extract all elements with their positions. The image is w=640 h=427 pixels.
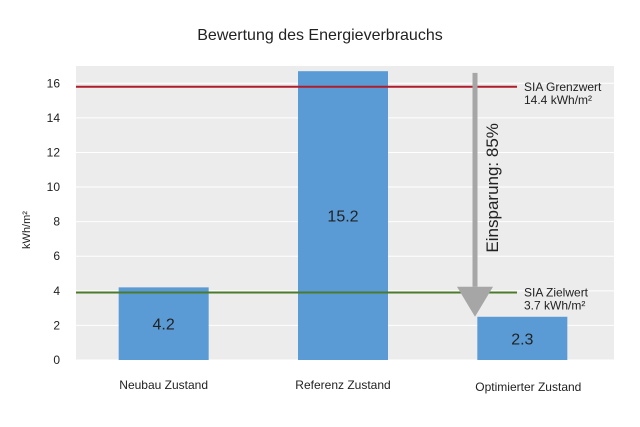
reference-line-label: SIA Grenzwert: [524, 80, 602, 94]
bar-data-labels: 4.2 15.2 2.3: [153, 209, 534, 349]
y-tick-label: 12: [47, 145, 61, 159]
bar-value-label: 4.2: [153, 317, 175, 334]
savings-annotation: Einsparung: 85%: [483, 123, 502, 252]
y-tick-label: 16: [47, 76, 61, 90]
arrow-head: [457, 286, 493, 317]
bar: [298, 71, 388, 360]
y-axis-label: kWh/m²: [21, 211, 33, 249]
bar: [118, 287, 209, 360]
y-tick-label: 14: [47, 111, 61, 125]
x-tick-label: Neubau Zustand: [119, 378, 208, 392]
savings-arrow: Einsparung: 85%: [457, 72, 502, 317]
y-axis-ticks: 0 2 4 6 8 10 12 14 16: [47, 76, 61, 367]
reference-line-label: SIA Zielwert: [524, 286, 589, 300]
bar: [477, 316, 568, 360]
x-tick-label: Optimierter Zustand: [475, 380, 581, 394]
y-tick-label: 6: [53, 249, 60, 263]
bar-value-label: 2.3: [511, 331, 533, 348]
reference-line-value: 14.4 kWh/m²: [524, 93, 592, 107]
y-tick-label: 2: [53, 318, 60, 332]
x-tick-label: Referenz Zustand: [295, 378, 390, 392]
chart-title: Bewertung des Energieverbrauchs: [197, 27, 442, 44]
y-tick-label: 0: [53, 353, 60, 367]
bars: [118, 71, 568, 360]
y-tick-label: 10: [47, 180, 61, 194]
bar-value-label: 15.2: [327, 209, 358, 226]
y-tick-label: 4: [53, 284, 60, 298]
y-tick-label: 8: [53, 215, 60, 229]
x-axis-category-labels: Neubau Zustand Referenz Zustand Optimierte…: [119, 378, 581, 394]
reference-line-value: 3.7 kWh/m²: [524, 299, 585, 313]
